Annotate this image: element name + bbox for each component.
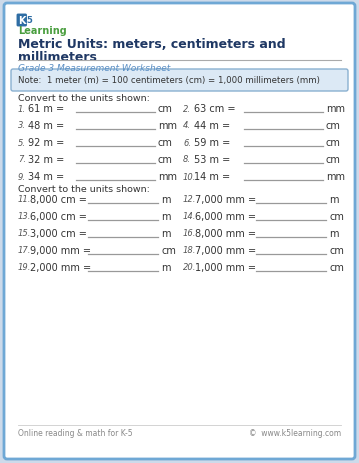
Text: 13.: 13. (18, 212, 31, 221)
Text: Convert to the units shown:: Convert to the units shown: (18, 185, 150, 194)
Text: 17.: 17. (18, 246, 31, 255)
Text: 8,000 cm =: 8,000 cm = (30, 194, 87, 205)
Text: ©  www.k5learning.com: © www.k5learning.com (249, 429, 341, 438)
Text: 3.: 3. (18, 121, 26, 130)
Text: 19.: 19. (18, 263, 31, 272)
Text: 6,000 cm =: 6,000 cm = (30, 212, 87, 221)
Text: 5.: 5. (18, 138, 26, 147)
Text: Convert to the units shown:: Convert to the units shown: (18, 94, 150, 103)
Text: mm: mm (326, 172, 345, 181)
Text: 7.: 7. (18, 155, 26, 164)
Text: Metric Units: meters, centimeters and: Metric Units: meters, centimeters and (18, 38, 286, 51)
Text: 4.: 4. (183, 121, 191, 130)
Text: m: m (329, 229, 339, 238)
Text: 15.: 15. (18, 229, 31, 238)
Text: 20.: 20. (183, 263, 196, 272)
Text: Grade 3 Measurement Worksheet: Grade 3 Measurement Worksheet (18, 64, 170, 73)
Text: cm: cm (158, 155, 173, 165)
Text: cm: cm (158, 138, 173, 148)
Text: cm: cm (326, 138, 341, 148)
Text: 16.: 16. (183, 229, 196, 238)
Text: 48 m =: 48 m = (28, 121, 64, 131)
Text: 32 m =: 32 m = (28, 155, 64, 165)
Text: mm: mm (158, 121, 177, 131)
Text: 53 m =: 53 m = (194, 155, 230, 165)
Text: 9.: 9. (18, 172, 26, 181)
Text: cm: cm (326, 121, 341, 131)
Text: m: m (329, 194, 339, 205)
Text: 2,000 mm =: 2,000 mm = (30, 263, 91, 272)
Text: cm: cm (158, 104, 173, 114)
FancyBboxPatch shape (11, 70, 348, 92)
FancyBboxPatch shape (4, 4, 355, 459)
Text: 34 m =: 34 m = (28, 172, 64, 181)
Text: mm: mm (158, 172, 177, 181)
Text: m: m (161, 212, 171, 221)
Text: K: K (18, 16, 25, 26)
Text: cm: cm (329, 212, 344, 221)
Text: mm: mm (326, 104, 345, 114)
Text: 18.: 18. (183, 246, 196, 255)
Text: m: m (161, 229, 171, 238)
Text: 8.: 8. (183, 155, 191, 164)
Text: 3,000 cm =: 3,000 cm = (30, 229, 87, 238)
Text: 44 m =: 44 m = (194, 121, 230, 131)
Text: 63 cm =: 63 cm = (194, 104, 236, 114)
Text: cm: cm (161, 245, 176, 256)
Text: 11.: 11. (18, 195, 31, 204)
Text: 92 m =: 92 m = (28, 138, 64, 148)
Text: Learning: Learning (18, 26, 67, 36)
Text: 7,000 mm =: 7,000 mm = (195, 245, 256, 256)
Text: 1,000 mm =: 1,000 mm = (195, 263, 256, 272)
Text: 10.: 10. (183, 172, 196, 181)
Text: 59 m =: 59 m = (194, 138, 230, 148)
Text: 14.: 14. (183, 212, 196, 221)
Text: 12.: 12. (183, 195, 196, 204)
Text: 1.: 1. (18, 104, 26, 113)
Text: cm: cm (329, 245, 344, 256)
Text: 5: 5 (26, 16, 32, 25)
Text: 14 m =: 14 m = (194, 172, 230, 181)
Text: 6.: 6. (183, 138, 191, 147)
Text: cm: cm (326, 155, 341, 165)
Text: 2.: 2. (183, 104, 191, 113)
Text: millimeters: millimeters (18, 51, 97, 64)
Text: cm: cm (329, 263, 344, 272)
Text: 61 m =: 61 m = (28, 104, 64, 114)
Text: m: m (161, 263, 171, 272)
Text: 8,000 mm =: 8,000 mm = (195, 229, 256, 238)
Text: 7,000 mm =: 7,000 mm = (195, 194, 256, 205)
Text: Note:  1 meter (m) = 100 centimeters (cm) = 1,000 millimeters (mm): Note: 1 meter (m) = 100 centimeters (cm)… (18, 76, 320, 85)
Text: 9,000 mm =: 9,000 mm = (30, 245, 91, 256)
Text: 6,000 mm =: 6,000 mm = (195, 212, 256, 221)
Text: m: m (161, 194, 171, 205)
Text: Online reading & math for K-5: Online reading & math for K-5 (18, 429, 132, 438)
